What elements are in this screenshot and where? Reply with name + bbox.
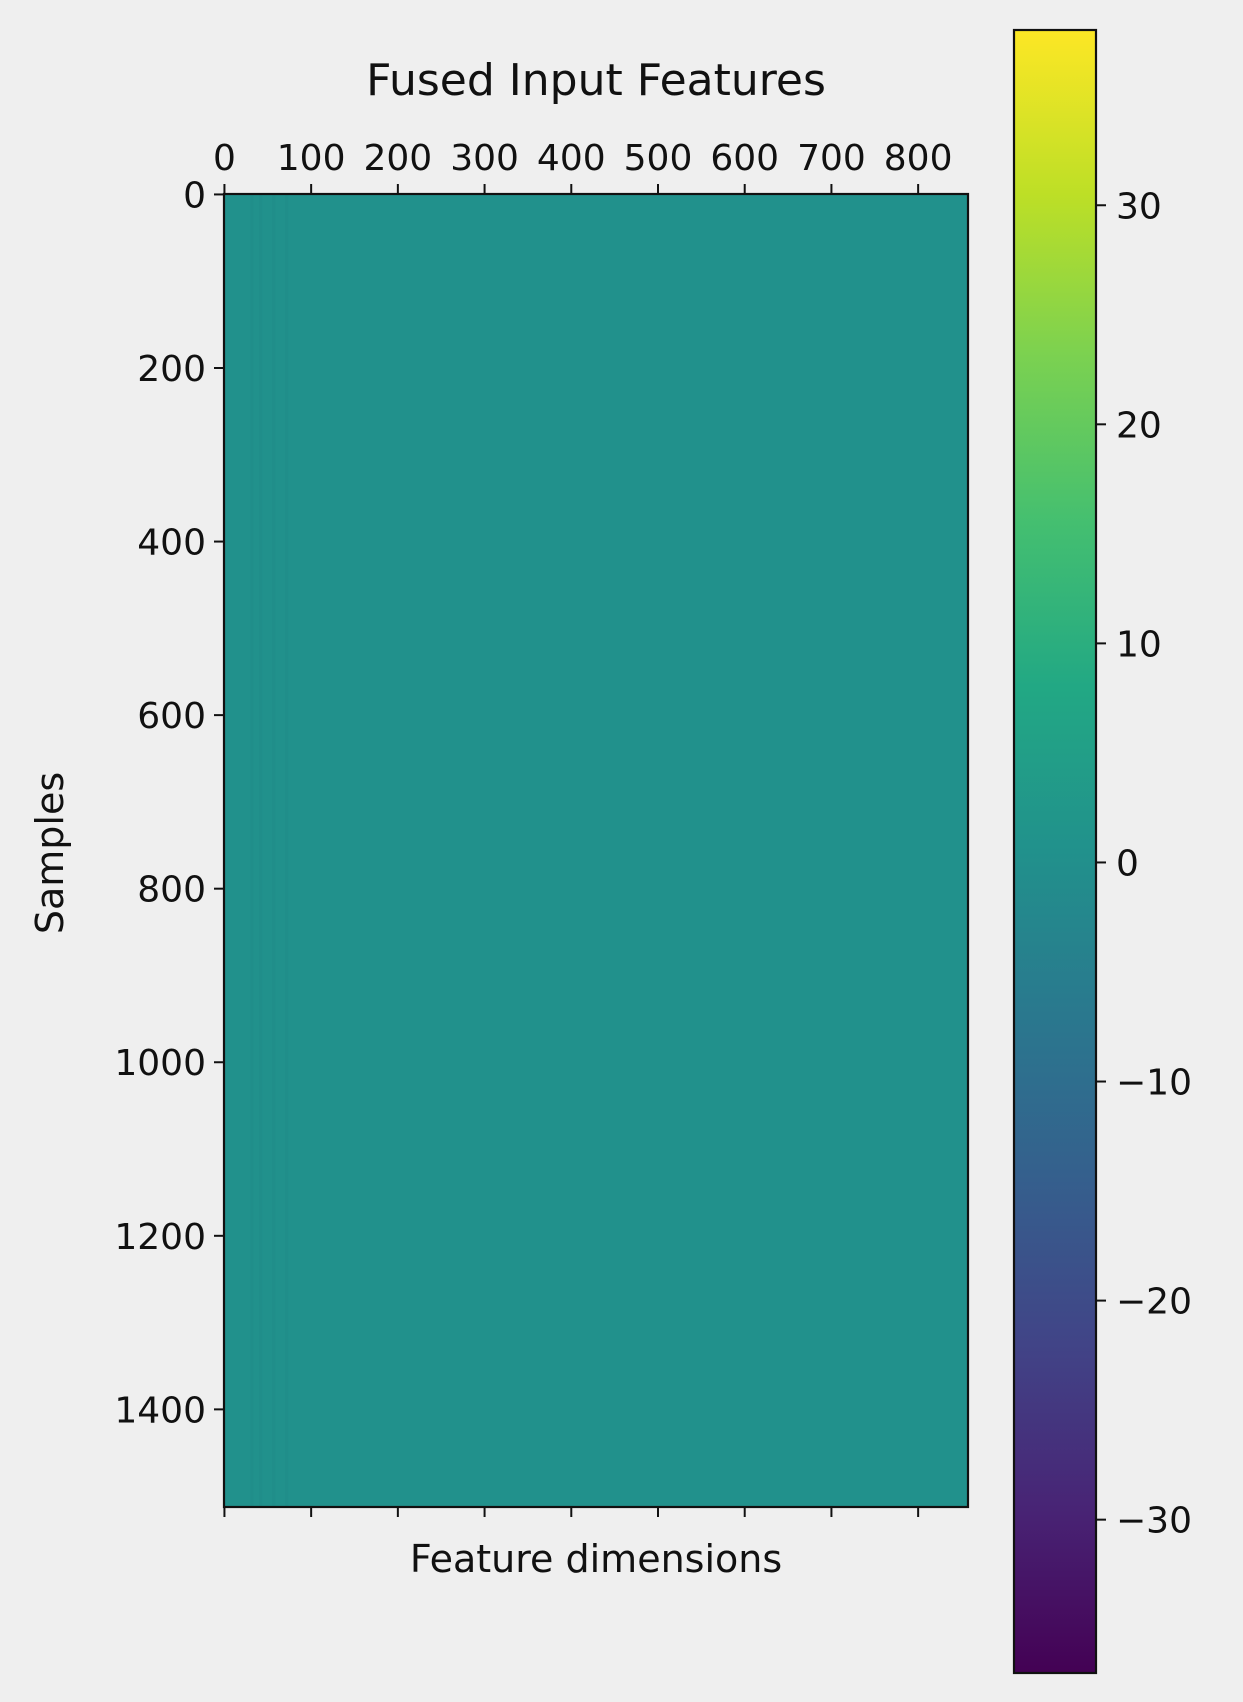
colorbar-gradient	[1012, 28, 1098, 1675]
heatmap-stripe	[285, 194, 289, 1507]
colorbar-tick-label: 0	[1116, 843, 1139, 884]
colorbar-tick-label: −20	[1116, 1282, 1192, 1323]
y-tick-label: 200	[137, 349, 206, 390]
x-tick-label: 700	[797, 138, 866, 179]
x-tick-label: 800	[884, 138, 953, 179]
x-tick-label: 0	[213, 138, 236, 179]
x-tick-label: 300	[450, 138, 519, 179]
y-axis-ticks: 0 200 400 600 800 1000 1200 1400	[114, 175, 224, 1431]
x-tick-label: 100	[277, 138, 346, 179]
colorbar-tick-label: −30	[1116, 1501, 1192, 1542]
y-tick-label: 1000	[114, 1043, 206, 1084]
y-tick-label: 800	[137, 870, 206, 911]
y-tick-label: 400	[137, 523, 206, 564]
y-tick-label: 0	[183, 175, 206, 216]
y-axis-label: Samples	[28, 772, 72, 934]
y-tick-label: 1400	[114, 1390, 206, 1431]
colorbar-tick-label: 10	[1116, 624, 1162, 665]
x-tick-label: 200	[364, 138, 433, 179]
colorbar-tick-label: 20	[1116, 405, 1162, 446]
heatmap-plot-area	[222, 192, 970, 1509]
heatmap-stripe	[259, 194, 263, 1507]
x-tick-label: 400	[537, 138, 606, 179]
colorbar-tick-label: 30	[1116, 186, 1162, 227]
chart-title: Fused Input Features	[366, 55, 826, 106]
heatmap-cells	[224, 194, 968, 1507]
colorbar-ticks: 30 20 10 0 −10 −20 −30	[1096, 186, 1192, 1542]
heatmap-stripes	[250, 194, 289, 1507]
colorbar-tick-label: −10	[1116, 1063, 1192, 1104]
x-axis-ticks: 0 100 200 300 400 500 600 700 800	[213, 138, 953, 1517]
y-tick-label: 600	[137, 696, 206, 737]
x-tick-label: 600	[710, 138, 779, 179]
x-tick-label: 500	[624, 138, 693, 179]
y-tick-label: 1200	[114, 1217, 206, 1258]
heatmap-stripe	[250, 194, 254, 1507]
x-axis-label: Feature dimensions	[410, 1537, 782, 1581]
heatmap-stripe	[272, 194, 276, 1507]
heatmap-frame	[222, 192, 970, 1509]
colorbar: 30 20 10 0 −10 −20 −30	[1012, 28, 1192, 1675]
